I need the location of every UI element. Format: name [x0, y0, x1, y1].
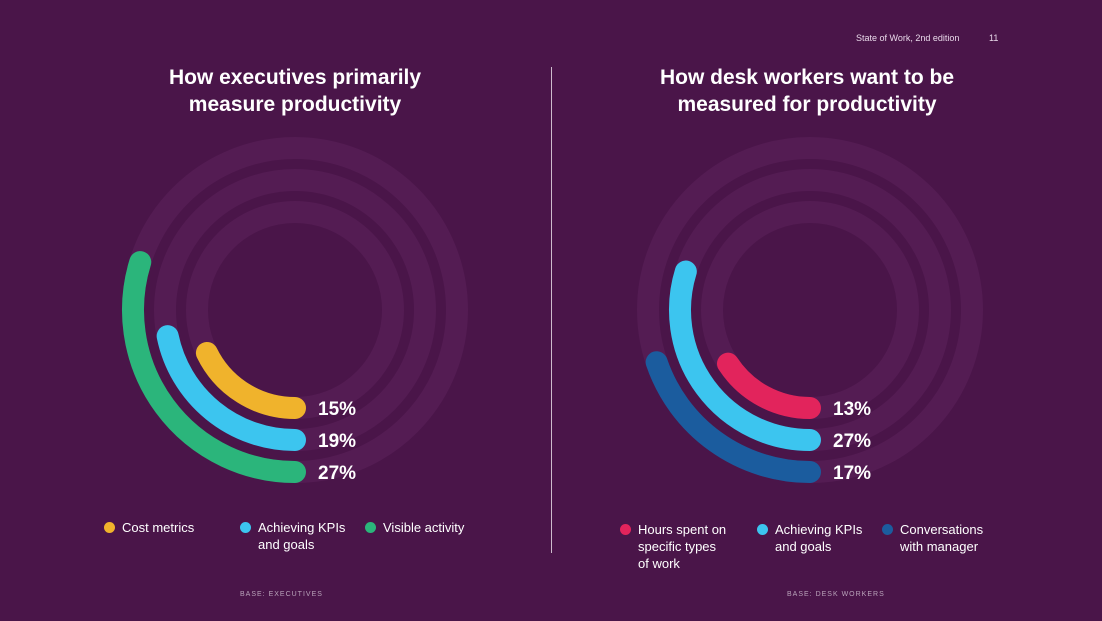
- doc-title: State of Work, 2nd edition: [856, 33, 960, 43]
- divider: [551, 67, 552, 553]
- chart-title-desk-workers: How desk workers want to be measured for…: [607, 64, 1007, 118]
- legend-label: of work: [638, 556, 680, 571]
- legend-item: Achieving KPIs and goals: [757, 521, 882, 572]
- page-number: 11: [989, 33, 999, 43]
- data-label: 27%: [833, 431, 871, 452]
- title-line: measured for productivity: [677, 93, 937, 116]
- legend-label: specific types: [638, 539, 717, 554]
- legend-dot: [882, 524, 893, 535]
- legend-dot: [620, 524, 631, 535]
- legend-label: and goals: [258, 537, 315, 552]
- legend-label: and goals: [775, 539, 832, 554]
- legend-item: Hours spent on specific types of work: [620, 521, 757, 572]
- arc-bar: [195, 341, 306, 419]
- arc-bar: [645, 351, 821, 483]
- legend-label: Achieving KPIs: [258, 520, 346, 535]
- legend-label: with manager: [900, 539, 979, 554]
- legend-label: Cost metrics: [122, 520, 195, 535]
- legend-label: Visible activity: [383, 520, 465, 535]
- base-note-desk-workers: BASE: DESK WORKERS: [787, 591, 885, 598]
- title-line: measure productivity: [188, 93, 402, 116]
- legend-label: Hours spent on: [638, 522, 727, 537]
- legend-label: Achieving KPIs: [775, 522, 863, 537]
- arc-bar: [669, 260, 821, 451]
- legend-desk-workers: Hours spent on specific types of work Achi…: [620, 521, 983, 572]
- arc-bar: [716, 352, 821, 419]
- legend-dot: [757, 524, 768, 535]
- legend-item: Visible activity: [365, 519, 464, 553]
- legend-executives: Cost metrics Achieving KPIs and goals Vis…: [104, 519, 464, 553]
- legend-dot: [104, 522, 115, 533]
- legend-label: Conversations: [900, 522, 984, 537]
- legend-item: Achieving KPIs and goals: [240, 519, 365, 553]
- data-label: 15%: [318, 399, 356, 420]
- title-line: How executives primarily: [168, 66, 422, 89]
- data-label: 27%: [318, 463, 356, 484]
- arc-bar: [156, 325, 306, 451]
- legend-dot: [365, 522, 376, 533]
- base-note-executives: BASE: EXECUTIVES: [240, 591, 323, 598]
- legend-dot: [240, 522, 251, 533]
- arc-bar: [122, 251, 306, 483]
- legend-item: Cost metrics: [104, 519, 240, 553]
- title-line: How desk workers want to be: [659, 66, 955, 89]
- legend-item: Conversations with manager: [882, 521, 983, 572]
- chart-title-executives: How executives primarily measure product…: [95, 64, 495, 118]
- data-label: 17%: [833, 463, 871, 484]
- data-label: 19%: [318, 431, 356, 452]
- data-label: 13%: [833, 399, 871, 420]
